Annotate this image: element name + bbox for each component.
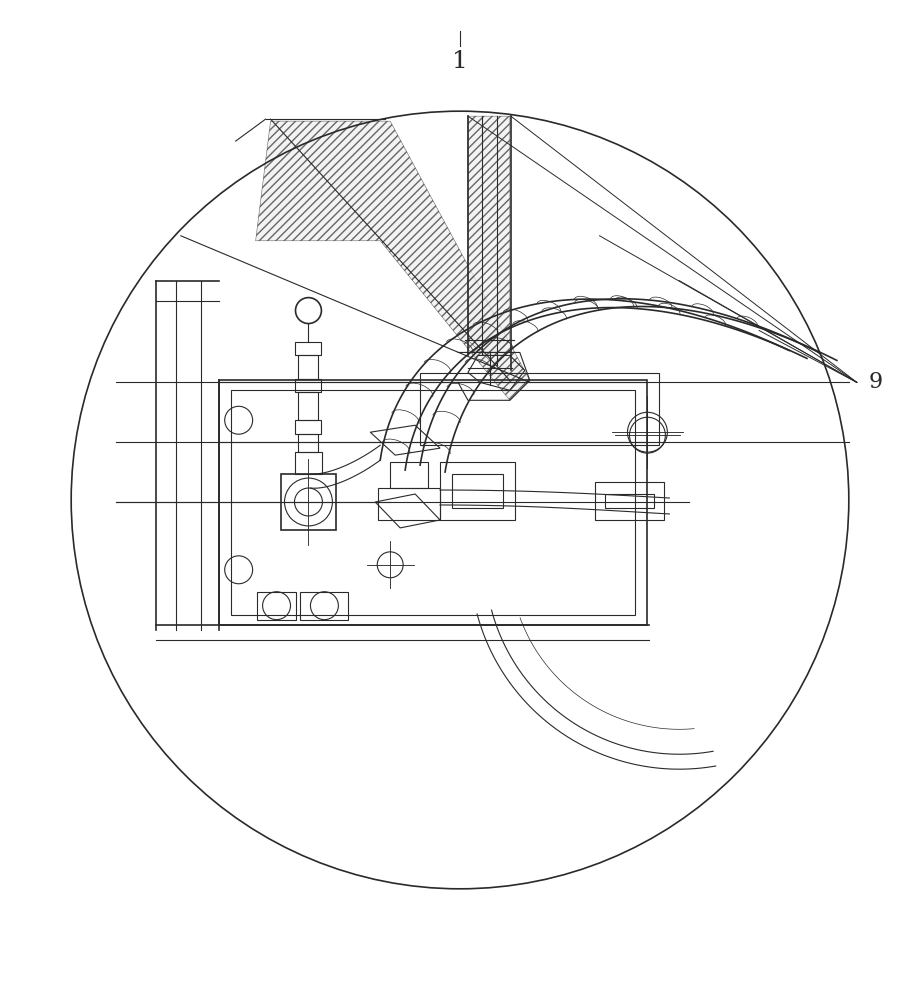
- Bar: [391, 462, 428, 488]
- Bar: [299, 392, 318, 420]
- Bar: [231, 390, 635, 615]
- Bar: [299, 355, 318, 379]
- Polygon shape: [255, 121, 529, 400]
- Bar: [256, 592, 297, 620]
- Bar: [296, 342, 322, 355]
- Bar: [294, 452, 323, 474]
- Bar: [420, 373, 660, 445]
- Bar: [440, 462, 515, 520]
- Bar: [301, 592, 348, 620]
- Text: 1: 1: [452, 50, 468, 73]
- Bar: [280, 474, 336, 530]
- Bar: [296, 379, 322, 392]
- Bar: [299, 434, 318, 452]
- Polygon shape: [468, 116, 510, 360]
- Bar: [379, 488, 440, 520]
- Bar: [219, 380, 647, 625]
- Bar: [452, 474, 503, 508]
- Bar: [595, 482, 664, 520]
- Bar: [605, 494, 654, 508]
- Text: 9: 9: [868, 371, 883, 393]
- Bar: [296, 420, 322, 434]
